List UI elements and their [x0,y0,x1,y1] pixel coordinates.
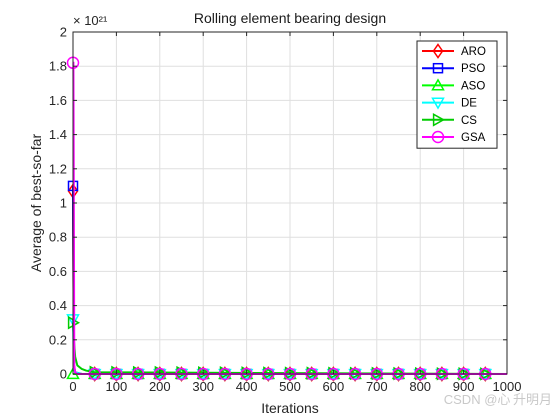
legend: ARO PSO ASO DE CS GSA [416,40,498,149]
y-tick-label: 0.2 [49,332,67,347]
x-tick-label: 100 [106,379,128,394]
watermark: CSDN @心 升明月 [444,392,552,407]
legend-box [416,40,498,149]
x-tick-label: 500 [279,379,301,394]
legend-item-cs: CS [422,113,477,127]
ticks: 0 100 200 300 400 500 600 700 800 900 1000 0 0.2 0.4 0… [49,25,522,395]
legend-item-de: DE [422,97,477,110]
y-tick-label: 2 [60,25,67,40]
legend-item-aso: ASO [422,78,485,92]
marker-cs [176,365,189,380]
legend-item-aro: ARO [422,43,486,59]
marker-cs [111,365,124,380]
x-tick-label: 600 [323,379,345,394]
y-tick-label: 0 [60,367,67,382]
y-tick-label: 1.2 [49,161,67,176]
legend-label: ASO [461,80,485,92]
marker-cs [198,365,211,380]
x-tick-label: 800 [409,379,431,394]
legend-item-pso: PSO [422,62,485,75]
y-tick-label: 1 [60,196,67,211]
legend-item-gsa: GSA [422,130,486,144]
legend-marker-cs [432,113,446,127]
legend-marker-pso [432,62,444,74]
x-tick-label: 900 [453,379,475,394]
legend-label: DE [461,98,477,110]
y-tick-label: 1.8 [49,59,67,74]
x-tick-label: 700 [366,379,388,394]
y-tick-label: 0.4 [49,298,67,313]
y-tick-label: 1.6 [49,93,67,108]
y-tick-label: 1.4 [49,127,67,142]
chart-title: Rolling element bearing design [194,10,386,26]
legend-marker-de [431,97,445,110]
y-tick-label: 0.8 [49,230,67,245]
legend-label: PSO [461,63,485,75]
y-axis-label: Average of best-so-far [28,134,44,273]
marker-cs [241,366,254,380]
x-tick-label: 1000 [493,379,522,394]
x-axis-label: Iterations [261,400,319,416]
marker-cs [154,365,167,380]
y-tick-label: 0.6 [49,264,67,279]
x-tick-label: 200 [149,379,171,394]
y-axis-exponent: × 10²¹ [73,13,108,28]
x-tick-label: 0 [69,379,76,394]
x-tick-label: 300 [192,379,214,394]
legend-label: GSA [461,132,486,144]
legend-label: CS [461,115,477,127]
marker-cs [89,365,102,380]
marker-cs [219,366,232,380]
legend-label: ARO [461,46,486,58]
legend-marker-gsa [431,130,445,144]
legend-marker-aro [432,43,444,59]
x-tick-label: 400 [236,379,258,394]
legend-marker-aso [431,78,445,91]
marker-cs [132,365,146,380]
